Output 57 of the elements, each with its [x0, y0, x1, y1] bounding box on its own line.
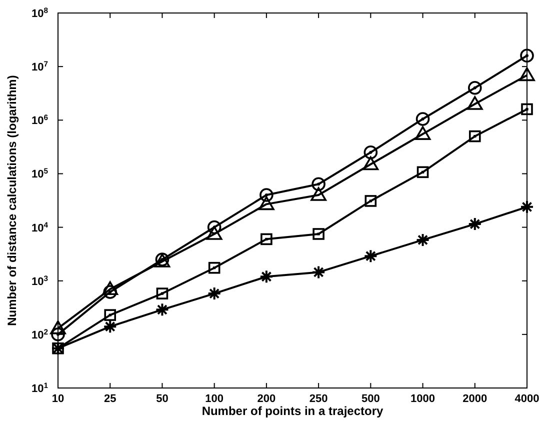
point: [416, 112, 430, 126]
point: [50, 320, 66, 334]
point: [52, 342, 64, 354]
point: [468, 80, 482, 95]
point: [312, 228, 324, 240]
point: [103, 320, 118, 334]
y-axis-title: Number of distance calculations (logarithm): [5, 75, 19, 326]
x-axis-title: Number of points in a trajectory: [202, 404, 384, 418]
point: [310, 187, 326, 201]
y-tick-label: 10$^{8}$: [31, 6, 49, 20]
point: [312, 177, 326, 191]
x-tick-label: 200: [257, 393, 276, 405]
point: [468, 217, 482, 232]
point: [312, 265, 326, 280]
x-tick-label: 250: [309, 393, 328, 405]
point: [206, 226, 222, 240]
point: [414, 126, 431, 140]
y-tick-label: 10$^{7}$: [31, 59, 48, 74]
y-tick-label: 10$^{4}$: [31, 220, 49, 234]
point: [260, 233, 272, 246]
x-tick-label: 1000: [410, 393, 436, 405]
point: [416, 232, 430, 247]
point: [520, 48, 534, 63]
y-tick-label: 10$^{5}$: [31, 166, 49, 181]
point: [519, 67, 535, 82]
point: [51, 328, 65, 342]
x-tick-label: 25: [104, 393, 116, 405]
x-tick-label: 4000: [514, 393, 539, 405]
point: [259, 270, 274, 284]
point: [364, 249, 378, 264]
point: [520, 200, 534, 214]
point: [208, 262, 220, 274]
y-tick-label: 10$^{6}$: [31, 112, 48, 128]
y-tick-label: 10$^{1}$: [31, 380, 49, 395]
x-tick-label: 50: [156, 393, 168, 405]
x-tick-label: 500: [361, 393, 380, 405]
point: [362, 156, 379, 170]
point: [364, 145, 378, 160]
x-tick-label: 10: [52, 393, 64, 405]
x-tick-label: 2000: [462, 393, 488, 405]
y-tick-label: 10$^{3}$: [31, 273, 48, 288]
point: [104, 309, 116, 321]
x-tick-label: 100: [205, 393, 224, 405]
point: [155, 302, 170, 317]
point: [416, 166, 429, 178]
point: [258, 196, 274, 210]
point: [207, 286, 222, 301]
point: [468, 130, 481, 142]
point: [207, 220, 222, 234]
point: [466, 96, 483, 110]
y-tick-label: 10$^{2}$: [31, 326, 48, 342]
point: [102, 281, 118, 296]
point: [521, 103, 533, 116]
point: [156, 288, 168, 300]
point: [364, 195, 377, 207]
point: [103, 285, 118, 299]
point: [260, 188, 274, 202]
